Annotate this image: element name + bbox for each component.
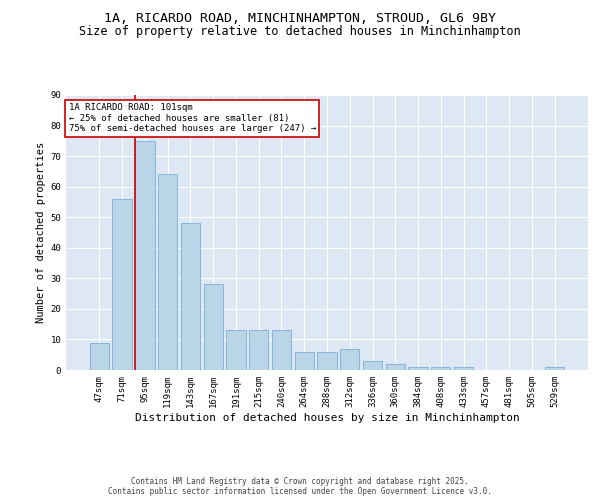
Text: 1A RICARDO ROAD: 101sqm
← 25% of detached houses are smaller (81)
75% of semi-de: 1A RICARDO ROAD: 101sqm ← 25% of detache… [68, 104, 316, 133]
Bar [386, 364, 405, 370]
Bar [203, 284, 223, 370]
Bar [226, 330, 245, 370]
Bar [295, 352, 314, 370]
Y-axis label: Number of detached properties: Number of detached properties [36, 142, 46, 323]
Bar [90, 342, 109, 370]
Bar [409, 367, 428, 370]
Text: Size of property relative to detached houses in Minchinhampton: Size of property relative to detached ho… [79, 25, 521, 38]
Bar [112, 199, 132, 370]
Bar [158, 174, 178, 370]
X-axis label: Distribution of detached houses by size in Minchinhampton: Distribution of detached houses by size … [134, 412, 520, 422]
Bar [135, 141, 155, 370]
Text: 1A, RICARDO ROAD, MINCHINHAMPTON, STROUD, GL6 9BY: 1A, RICARDO ROAD, MINCHINHAMPTON, STROUD… [104, 12, 496, 26]
Bar [249, 330, 268, 370]
Text: Contains HM Land Registry data © Crown copyright and database right 2025.
Contai: Contains HM Land Registry data © Crown c… [108, 476, 492, 496]
Bar [431, 367, 451, 370]
Bar [363, 361, 382, 370]
Bar [272, 330, 291, 370]
Bar [317, 352, 337, 370]
Bar [545, 367, 564, 370]
Bar [181, 224, 200, 370]
Bar [340, 348, 359, 370]
Bar [454, 367, 473, 370]
